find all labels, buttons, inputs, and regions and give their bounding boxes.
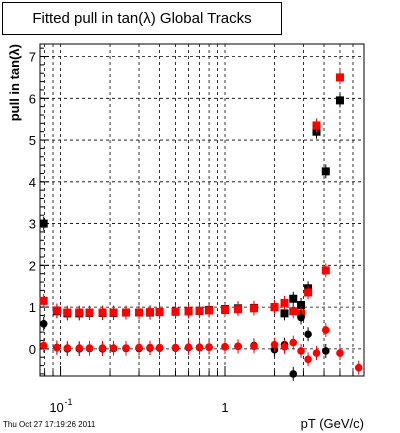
y-axis-label: pull in tan(λ) xyxy=(7,44,22,121)
data-point-square xyxy=(280,309,289,318)
x-tick-label: 10 xyxy=(49,400,63,415)
chart-title: Fitted pull in tan(λ) Global Tracks xyxy=(32,10,252,27)
x-axis-label: pT (GeV/c) xyxy=(301,416,364,431)
data-point-circle xyxy=(63,344,72,352)
y-tick-label: 7 xyxy=(29,50,36,65)
data-point-square xyxy=(135,308,144,317)
data-point-circle xyxy=(297,347,305,355)
y-tick-label: 1 xyxy=(29,300,36,315)
data-point-circle xyxy=(205,343,213,351)
data-point-square xyxy=(312,121,321,130)
data-point-square xyxy=(121,308,130,317)
data-point-square xyxy=(146,308,155,317)
data-point-square xyxy=(171,307,180,316)
data-point-circle xyxy=(289,338,298,347)
data-point-square xyxy=(280,298,289,307)
data-point-circle xyxy=(280,342,289,351)
data-point-circle xyxy=(297,313,305,322)
data-point-square xyxy=(98,308,107,317)
data-point-square xyxy=(184,307,193,316)
data-point-square xyxy=(270,303,279,312)
data-point-circle xyxy=(321,326,330,334)
data-point-square xyxy=(221,306,230,315)
data-point-circle xyxy=(304,330,312,339)
data-point-circle xyxy=(53,343,61,352)
timestamp: Thu Oct 27 17:19:26 2011 xyxy=(3,420,96,429)
data-point-square xyxy=(109,308,118,317)
data-point-circle xyxy=(270,340,279,349)
data-point-square xyxy=(234,305,243,314)
plot-frame xyxy=(39,43,365,377)
data-point-circle xyxy=(39,341,48,350)
data-point-circle xyxy=(85,344,94,352)
data-point-circle xyxy=(98,344,107,352)
data-point-circle xyxy=(289,370,298,378)
data-point-circle xyxy=(184,343,193,351)
data-point-circle xyxy=(135,343,143,352)
chart-title-box: Fitted pull in tan(λ) Global Tracks xyxy=(2,2,282,35)
data-point-square xyxy=(155,308,164,317)
data-point-square xyxy=(195,306,204,315)
data-point-circle xyxy=(250,342,258,351)
data-point-square xyxy=(297,301,306,310)
data-point-square xyxy=(289,307,298,316)
data-point-square xyxy=(205,306,214,315)
data-point-square xyxy=(75,308,84,317)
data-point-square xyxy=(335,96,344,105)
data-point-circle xyxy=(122,344,130,352)
x-tick-exponent: -1 xyxy=(65,397,73,407)
data-point-circle xyxy=(146,343,154,352)
data-point-circle xyxy=(312,349,321,357)
data-point-circle xyxy=(354,363,363,372)
y-tick-label: 6 xyxy=(29,91,36,106)
data-point-square xyxy=(304,288,313,297)
data-point-square xyxy=(249,304,258,313)
data-point-circle xyxy=(39,319,48,328)
data-point-square xyxy=(63,308,72,317)
data-point-square xyxy=(335,73,344,82)
data-point-circle xyxy=(304,355,312,364)
data-point-square xyxy=(289,294,298,303)
data-point-circle xyxy=(234,342,242,351)
y-tick-label: 4 xyxy=(29,175,36,190)
data-point-circle xyxy=(109,344,118,352)
data-point-circle xyxy=(195,343,204,351)
x-tick-label: 1 xyxy=(221,400,228,415)
y-tick-label: 5 xyxy=(29,133,36,148)
y-tick-label: 0 xyxy=(29,342,36,357)
data-point-square xyxy=(52,306,61,315)
data-point-circle xyxy=(321,347,330,355)
data-point-square xyxy=(321,167,330,176)
data-point-circle xyxy=(155,343,164,352)
y-tick-label: 3 xyxy=(29,217,36,232)
data-point-circle xyxy=(336,349,344,357)
data-point-circle xyxy=(171,343,180,352)
data-point-circle xyxy=(221,342,229,351)
data-point-circle xyxy=(75,344,84,352)
data-point-square xyxy=(321,266,330,275)
data-point-square xyxy=(85,308,94,317)
data-point-square xyxy=(39,296,48,305)
data-point-square xyxy=(39,219,48,228)
y-tick-label: 2 xyxy=(29,258,36,273)
